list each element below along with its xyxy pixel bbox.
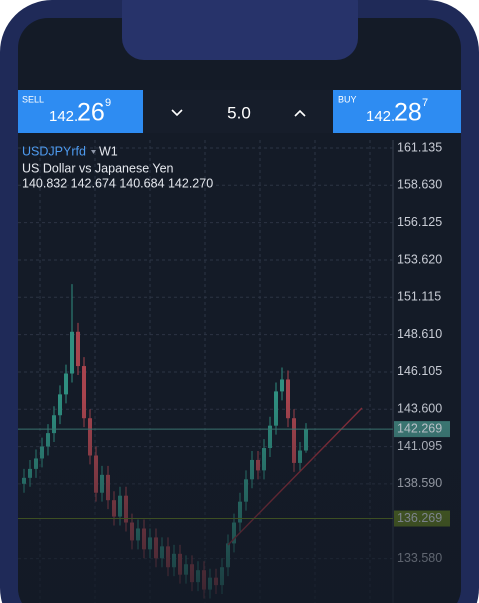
- buy-price: 28: [394, 99, 422, 127]
- sell-price: 142.: [49, 108, 78, 125]
- sell-price: 26: [77, 99, 105, 127]
- buy-price: 7: [422, 97, 428, 109]
- dropdown-icon: [91, 150, 96, 154]
- buy-button[interactable]: [333, 90, 461, 133]
- buy-price: 142.: [366, 108, 395, 125]
- fade-overlay: [18, 140, 461, 603]
- description: US Dollar vs Japanese Yen: [22, 161, 174, 175]
- notch: [122, 0, 358, 60]
- timeframe: W1: [99, 144, 118, 158]
- sell-label: SELL: [22, 94, 44, 104]
- symbol[interactable]: USDJPYrfd: [22, 144, 86, 158]
- sell-price: 9: [105, 97, 111, 109]
- buy-label: BUY: [338, 94, 357, 104]
- sell-button[interactable]: [18, 90, 143, 133]
- ohlc: 140.832 142.674 140.684 142.270: [22, 176, 213, 190]
- increase-button[interactable]: [294, 109, 306, 117]
- volume-value: 5.0: [227, 103, 251, 122]
- decrease-button[interactable]: [171, 109, 183, 117]
